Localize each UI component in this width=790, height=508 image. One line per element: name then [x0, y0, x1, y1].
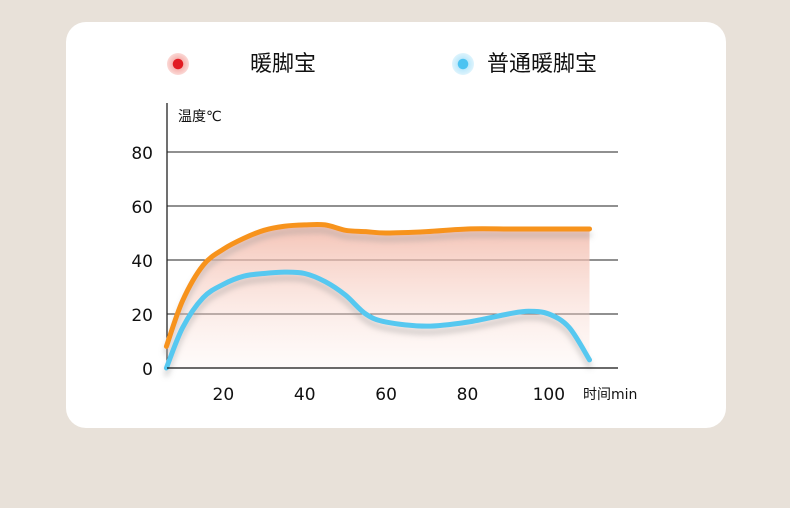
- legend-label: 普通暖脚宝: [487, 52, 597, 77]
- area-fill: [166, 224, 590, 368]
- x-tick-label: 100: [533, 385, 565, 405]
- x-tick-label: 40: [294, 385, 316, 405]
- x-tick-label: 60: [375, 385, 397, 405]
- series-line: [163, 269, 593, 371]
- y-tick-label: 20: [131, 306, 153, 326]
- x-axis-label: 时间min: [583, 387, 637, 403]
- y-tick-label: 0: [142, 360, 153, 380]
- y-tick-label: 60: [131, 198, 153, 218]
- legend-swatch: [167, 53, 189, 75]
- y-tick-label: 80: [131, 144, 153, 164]
- x-tick-label: 80: [457, 385, 479, 405]
- legend-label: 暖脚宝: [250, 52, 316, 77]
- legend-swatch: [452, 53, 474, 75]
- y-tick-label: 40: [131, 252, 153, 272]
- series-line: [163, 221, 593, 349]
- y-axis-label: 温度℃: [178, 109, 222, 125]
- x-tick-label: 20: [213, 385, 235, 405]
